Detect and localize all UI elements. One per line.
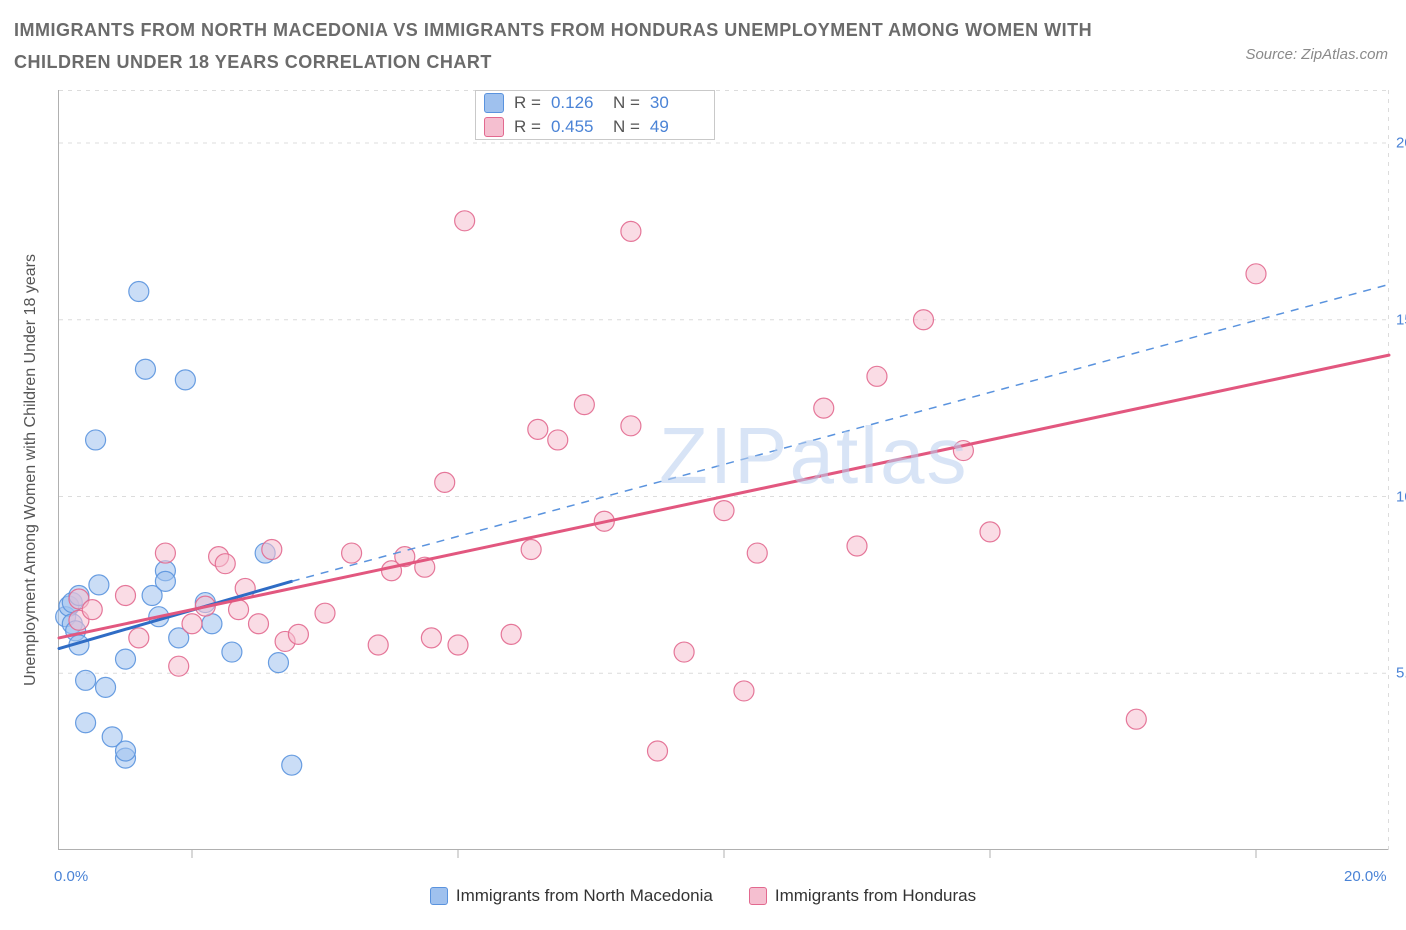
data-point-north_macedonia — [268, 653, 288, 673]
data-point-honduras — [155, 543, 175, 563]
x-axis-max-label: 20.0% — [1344, 868, 1387, 885]
data-point-honduras — [814, 398, 834, 418]
n-label: N = — [613, 117, 640, 137]
x-axis-origin-label: 0.0% — [54, 868, 88, 885]
r-value: 0.455 — [551, 117, 603, 137]
legend-swatch-icon — [749, 887, 767, 905]
data-point-honduras — [368, 635, 388, 655]
data-point-north_macedonia — [86, 430, 106, 450]
data-point-north_macedonia — [202, 614, 222, 634]
data-point-honduras — [847, 536, 867, 556]
data-point-honduras — [116, 585, 136, 605]
data-point-honduras — [521, 540, 541, 560]
data-point-north_macedonia — [76, 670, 96, 690]
data-point-honduras — [1126, 709, 1146, 729]
y-tick-label: 5.0% — [1396, 665, 1406, 682]
data-point-honduras — [342, 543, 362, 563]
data-point-north_macedonia — [135, 359, 155, 379]
data-point-north_macedonia — [129, 281, 149, 301]
y-axis-label: Unemployment Among Women with Children U… — [22, 254, 40, 686]
data-point-honduras — [747, 543, 767, 563]
data-point-north_macedonia — [96, 677, 116, 697]
chart-container: IMMIGRANTS FROM NORTH MACEDONIA VS IMMIG… — [0, 0, 1406, 930]
r-label: R = — [514, 117, 541, 137]
data-point-honduras — [262, 540, 282, 560]
legend-label: Immigrants from North Macedonia — [456, 886, 713, 906]
legend-swatch-icon — [430, 887, 448, 905]
data-point-honduras — [315, 603, 335, 623]
r-label: R = — [514, 93, 541, 113]
data-point-honduras — [182, 614, 202, 634]
chart-title: IMMIGRANTS FROM NORTH MACEDONIA VS IMMIG… — [14, 14, 1134, 79]
n-value: 49 — [650, 117, 702, 137]
data-point-north_macedonia — [76, 713, 96, 733]
stats-legend: R = 0.126 N = 30 R = 0.455 N = 49 — [475, 90, 715, 140]
legend-label: Immigrants from Honduras — [775, 886, 976, 906]
plot-area: R =0.126N =30R =0.455N =49 ZIPatlas — [58, 90, 1388, 850]
data-point-honduras — [421, 628, 441, 648]
data-point-north_macedonia — [116, 649, 136, 669]
data-point-honduras — [435, 472, 455, 492]
data-point-honduras — [621, 221, 641, 241]
stats-legend-row: R = 0.126 N = 30 — [476, 91, 714, 115]
legend-swatch-icon — [484, 117, 504, 137]
stats-legend-row: R = 0.455 N = 49 — [476, 115, 714, 139]
scatter-plot-svg — [59, 90, 1389, 850]
data-point-honduras — [448, 635, 468, 655]
data-point-honduras — [501, 624, 521, 644]
data-point-honduras — [648, 741, 668, 761]
legend-item: Immigrants from North Macedonia — [430, 886, 713, 906]
data-point-honduras — [215, 554, 235, 574]
y-tick-label: 10.0% — [1396, 488, 1406, 505]
data-point-honduras — [129, 628, 149, 648]
legend-item: Immigrants from Honduras — [749, 886, 976, 906]
data-point-honduras — [249, 614, 269, 634]
x-axis-legend: Immigrants from North Macedonia Immigrant… — [0, 886, 1406, 906]
y-tick-label: 20.0% — [1396, 135, 1406, 152]
data-point-north_macedonia — [155, 571, 175, 591]
data-point-honduras — [288, 624, 308, 644]
legend-swatch-icon — [484, 93, 504, 113]
data-point-honduras — [1246, 264, 1266, 284]
y-tick-label: 15.0% — [1396, 311, 1406, 328]
source-attribution: Source: ZipAtlas.com — [1245, 46, 1388, 63]
data-point-honduras — [714, 501, 734, 521]
trendline-ext-north_macedonia — [292, 284, 1389, 581]
data-point-honduras — [548, 430, 568, 450]
data-point-north_macedonia — [222, 642, 242, 662]
data-point-honduras — [82, 600, 102, 620]
data-point-honduras — [867, 366, 887, 386]
data-point-honduras — [734, 681, 754, 701]
data-point-honduras — [528, 419, 548, 439]
data-point-honduras — [574, 395, 594, 415]
data-point-honduras — [169, 656, 189, 676]
data-point-north_macedonia — [282, 755, 302, 775]
data-point-honduras — [621, 416, 641, 436]
data-point-honduras — [914, 310, 934, 330]
data-point-honduras — [455, 211, 475, 231]
n-value: 30 — [650, 93, 702, 113]
data-point-north_macedonia — [89, 575, 109, 595]
data-point-honduras — [674, 642, 694, 662]
n-label: N = — [613, 93, 640, 113]
data-point-honduras — [980, 522, 1000, 542]
data-point-north_macedonia — [175, 370, 195, 390]
data-point-north_macedonia — [116, 741, 136, 761]
r-value: 0.126 — [551, 93, 603, 113]
